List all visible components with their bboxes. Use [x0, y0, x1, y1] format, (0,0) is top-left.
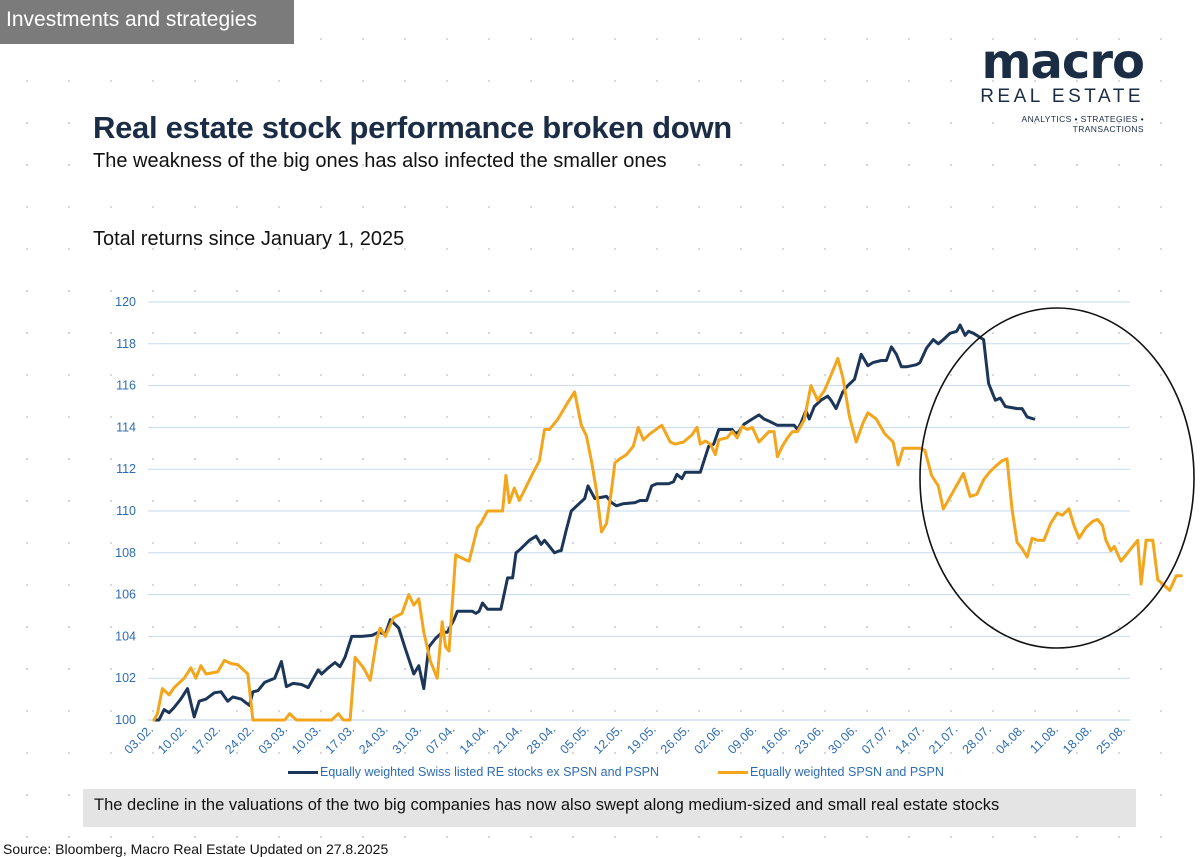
x-tick-label: 28.04.	[524, 722, 558, 756]
series-lines	[152, 323, 1183, 722]
macro-real-estate-logo: macro REAL ESTATE ANALYTICS • STRATEGIES…	[954, 34, 1145, 134]
page-title: Real estate stock performance broken dow…	[93, 110, 732, 145]
y-tick-label: 104	[115, 629, 136, 643]
logo-tagline: ANALYTICS • STRATEGIES • TRANSACTIONS	[1021, 114, 1144, 134]
legend-swatch-navy	[288, 770, 318, 774]
line-chart: 100 102 104 106 108 110 112 114 116 118 120 03.02.…	[115, 295, 1195, 757]
source-note: Source: Bloomberg, Macro Real Estate Upd…	[3, 841, 389, 857]
x-tick-label: 18.08.	[1060, 722, 1094, 756]
x-tick-label: 24.03.	[356, 722, 390, 756]
x-tick-label: 24.02.	[222, 722, 256, 756]
logo-wordmark: macro	[981, 34, 1145, 90]
y-tick-label: 112	[116, 462, 136, 476]
gridlines	[148, 301, 1130, 721]
x-tick-label: 10.03.	[289, 722, 323, 756]
x-tick-label: 10.02.	[155, 722, 189, 756]
legend-swatch-orange	[718, 770, 748, 774]
page-subtitle: The weakness of the big ones has also in…	[93, 150, 667, 172]
x-tick-label: 05.05.	[557, 722, 591, 756]
legend-item-orange: Equally weighted SPSN and PSPN	[718, 765, 944, 779]
y-tick-label: 120	[115, 295, 136, 309]
x-tick-label: 19.05.	[624, 722, 658, 756]
x-tick-label: 09.06.	[725, 722, 759, 756]
x-tick-label: 16.06.	[758, 722, 792, 756]
y-tick-label: 114	[116, 420, 136, 434]
y-tick-label: 106	[115, 588, 136, 602]
x-tick-label: 02.06.	[691, 722, 725, 756]
x-tick-label: 14.07.	[893, 722, 927, 756]
x-tick-label: 23.06.	[792, 722, 826, 756]
highlight-ellipse	[919, 307, 1195, 649]
series-line-spsn-pspn	[152, 356, 1183, 722]
y-tick-label: 110	[116, 504, 136, 518]
logo-subtitle: REAL ESTATE	[980, 86, 1144, 107]
legend-label-orange: Equally weighted SPSN and PSPN	[750, 765, 944, 779]
x-axis-ticks: 03.02. 10.02. 17.02. 24.02. 03.03. 10.03. 17.0…	[122, 722, 1128, 756]
x-tick-label: 31.03.	[390, 722, 424, 756]
x-tick-label: 26.05.	[658, 722, 692, 756]
y-tick-label: 100	[115, 713, 136, 727]
chart-heading: Total returns since January 1, 2025	[93, 228, 405, 250]
y-axis-ticks: 100 102 104 106 108 110 112 114 116 118 120	[115, 295, 136, 727]
legend-item-navy: Equally weighted Swiss listed RE stocks …	[288, 765, 659, 779]
x-tick-label: 04.08.	[993, 722, 1027, 756]
legend-label-navy: Equally weighted Swiss listed RE stocks …	[320, 765, 660, 779]
y-tick-label: 116	[116, 379, 136, 393]
x-tick-label: 12.05.	[591, 722, 625, 756]
y-tick-label: 118	[116, 337, 136, 351]
x-tick-label: 14.04.	[457, 722, 491, 756]
x-tick-label: 03.03.	[256, 722, 290, 756]
x-tick-label: 21.07.	[926, 722, 960, 756]
x-tick-label: 25.08.	[1094, 722, 1128, 756]
y-tick-label: 102	[115, 671, 136, 685]
x-tick-label: 30.06.	[826, 722, 860, 756]
x-tick-label: 28.07.	[960, 722, 994, 756]
y-tick-label: 108	[115, 546, 136, 560]
x-tick-label: 07.04.	[423, 722, 457, 756]
x-tick-label: 17.02.	[189, 722, 223, 756]
series-line-swiss-re-stocks	[152, 323, 1036, 722]
x-tick-label: 07.07.	[859, 722, 893, 756]
x-tick-label: 03.02.	[122, 722, 156, 756]
section-label: Investments and strategies	[0, 0, 294, 44]
x-tick-label: 17.03.	[323, 722, 357, 756]
callout-box: The decline in the valuations of the two…	[83, 789, 1136, 827]
x-tick-label: 11.08.	[1027, 722, 1061, 756]
x-tick-label: 21.04.	[490, 722, 524, 756]
